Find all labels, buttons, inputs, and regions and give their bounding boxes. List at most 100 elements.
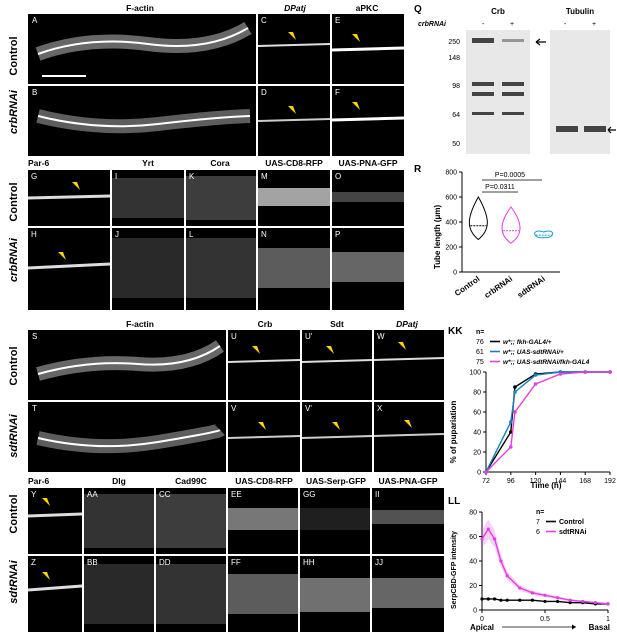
row-label-crbrnai-1: crbRNAi	[8, 90, 20, 135]
panel-letter-KK: KK	[448, 326, 463, 337]
kk-point-2-1	[509, 445, 513, 449]
ll-xtick-label-2: 1	[606, 616, 610, 623]
kk-xtick-label-1: 96	[507, 478, 515, 485]
kk-ytick-label-2: 40	[473, 430, 481, 437]
mw-marker-250: 250	[448, 39, 460, 46]
panel-letter-P: P	[335, 230, 341, 239]
micro-panel-T: T	[28, 402, 226, 472]
ll-legend-label-0: Control	[559, 519, 584, 526]
ll-point-0-3	[499, 598, 503, 602]
panel-letter-BB: BB	[87, 558, 98, 567]
panel-letter-U-prime: U'	[305, 332, 313, 341]
kk-xtick-label-5: 192	[604, 478, 616, 485]
r-pvalue-2: P=0.0005	[495, 172, 525, 179]
kk-legend-label-2: w*;; UAS-sdtRNAi/fkh-GAL4	[503, 359, 590, 366]
kk-point-1-3	[533, 373, 538, 377]
ll-point-1-8	[556, 596, 560, 600]
panel-letter-M: M	[261, 172, 268, 181]
r-ytick-label-4: 800	[445, 170, 457, 177]
r-category-label-2: sdtRNAi	[516, 274, 547, 299]
r-category-label-1: crbRNAi	[483, 274, 514, 300]
micro-panel-L: L	[186, 228, 256, 310]
kk-ytick-label-4: 80	[473, 390, 481, 397]
ll-point-1-2	[493, 537, 497, 541]
col-title-pnagfp-bot: UAS-PNA-GFP	[378, 476, 438, 486]
ll-point-0-4	[505, 598, 509, 602]
r-ytick-label-1: 200	[445, 245, 457, 252]
panel-letter-W: W	[377, 332, 385, 341]
mw-marker-148: 148	[448, 55, 460, 62]
lane-sign-1: -	[482, 21, 485, 28]
kk-point-2-2	[513, 410, 517, 414]
r-ytick-label-0: 0	[453, 270, 457, 277]
micro-panel-F: F	[332, 86, 404, 156]
kk-series-line-2	[485, 371, 610, 473]
ll-point-1-4	[505, 574, 509, 578]
col-title-factin-bot: F-actin	[126, 319, 154, 329]
col-title-serpgfp: UAS-Serp-GFP	[306, 476, 366, 486]
kk-point-0-2	[513, 385, 517, 389]
ll-point-0-0	[480, 597, 484, 601]
ll-point-1-0	[480, 537, 484, 541]
micro-panel-C: C	[258, 14, 330, 84]
panel-letter-H: H	[31, 230, 37, 239]
col-title-cad99c: Cad99C	[175, 476, 207, 486]
micro-panel-M: M	[258, 170, 330, 226]
micro-panel-E: E	[332, 14, 404, 84]
micro-panel-U: U	[228, 330, 300, 400]
row-label-sdtrnai-1: sdtRNAi	[8, 414, 20, 458]
panel-letter-G: G	[31, 172, 38, 181]
kk-point-1-2	[513, 390, 517, 394]
col-title-cd8rfp-top: UAS-CD8-RFP	[265, 158, 323, 168]
ll-point-0-5	[518, 598, 522, 602]
micro-panel-V: V	[228, 402, 300, 472]
panel-letter-LL: LL	[448, 496, 460, 507]
ll-point-0-2	[493, 597, 497, 601]
micro-panel-Y: Y	[28, 488, 82, 554]
panel-letter-S: S	[32, 332, 38, 341]
kk-series-line-0	[485, 371, 610, 473]
col-title-factin-top: F-actin	[126, 3, 154, 13]
micro-panel-O: O	[332, 170, 404, 226]
micro-panel-CC: CC	[156, 488, 226, 554]
ll-ytick-label-3: 60	[469, 534, 477, 541]
panel-letter-E: E	[335, 16, 341, 25]
mw-marker-64: 64	[452, 112, 460, 119]
panel-letter-CC: CC	[159, 490, 171, 499]
ll-band-1	[482, 519, 608, 605]
col-title-yrt: Yrt	[142, 158, 154, 168]
ll-xlabel-basal: Basal	[589, 623, 610, 632]
panel-letter-K: K	[189, 172, 195, 181]
kk-n-header: n=	[476, 329, 484, 336]
condition-label-crbrnai: crbRNAi	[418, 21, 447, 28]
panel-letter-HH: HH	[303, 558, 315, 567]
col-title-dlg: Dlg	[112, 476, 126, 486]
micro-panel-J: J	[112, 228, 184, 310]
ll-legend-n-1: 6	[536, 529, 540, 536]
panel-letter-U: U	[231, 332, 237, 341]
micro-panel-Z: Z	[28, 556, 82, 632]
col-title-crb: Crb	[257, 319, 273, 329]
ll-ytick-label-2: 40	[469, 559, 477, 566]
ll-ytick-label-0: 0	[473, 608, 477, 615]
lane-sign-3: -	[564, 21, 567, 28]
panel-letter-I: I	[115, 172, 118, 181]
ll-point-1-12	[606, 602, 610, 606]
col-title-par6-top: Par-6	[28, 158, 50, 168]
micro-panel-K: K	[186, 170, 256, 226]
panel-letter-EE: EE	[231, 490, 242, 499]
micro-panel-B: B	[28, 86, 256, 156]
ll-ytick-label-1: 20	[469, 583, 477, 590]
kk-xtick-label-4: 168	[579, 478, 591, 485]
ll-point-0-9	[568, 601, 572, 605]
panel-letter-F: F	[335, 88, 340, 97]
panel-letter-II: II	[375, 490, 380, 499]
micro-panel-EE: EE	[228, 488, 298, 554]
micro-panel-DD: DD	[156, 556, 226, 632]
r-ylabel: Tube length (μm)	[433, 205, 442, 270]
kk-legend-n-0: 76	[476, 339, 484, 346]
kk-legend-n-1: 61	[476, 349, 484, 356]
ll-point-1-5	[518, 586, 522, 590]
micro-panel-D: D	[258, 86, 330, 156]
kk-legend-n-2: 75	[476, 359, 484, 366]
